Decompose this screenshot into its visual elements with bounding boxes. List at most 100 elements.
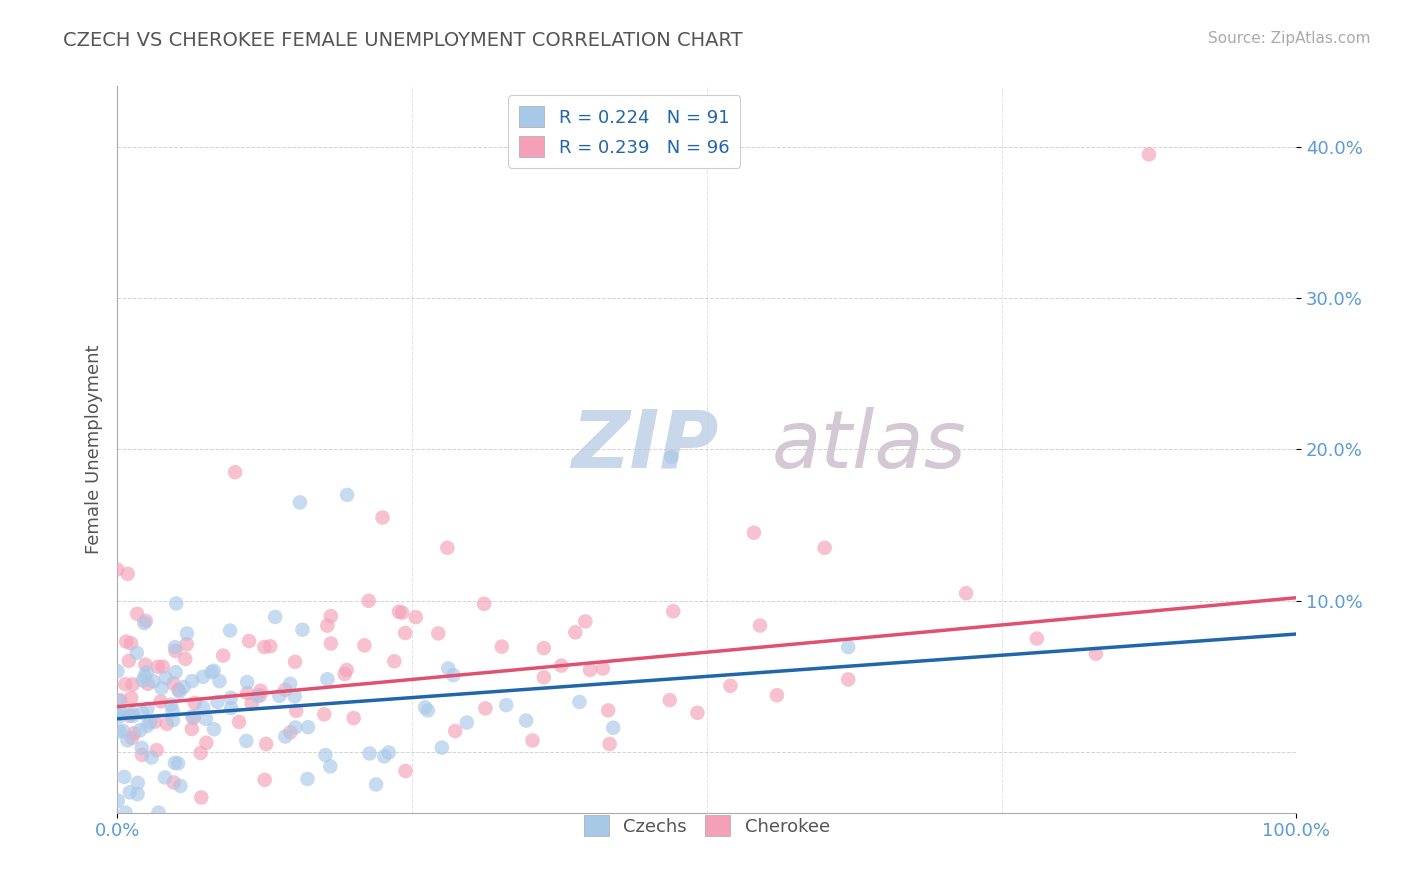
Point xyxy=(574,615,596,629)
Point xyxy=(165,644,187,658)
Point xyxy=(371,510,394,524)
Point xyxy=(333,667,356,681)
Point xyxy=(430,740,453,755)
Y-axis label: Female Unemployment: Female Unemployment xyxy=(86,344,103,554)
Point xyxy=(391,606,413,620)
Point xyxy=(742,525,765,540)
Point xyxy=(564,625,586,640)
Point xyxy=(107,794,129,808)
Point xyxy=(108,694,131,708)
Point xyxy=(163,775,186,789)
Point xyxy=(114,805,136,820)
Point xyxy=(297,772,319,786)
Point xyxy=(162,676,184,690)
Point xyxy=(377,746,399,760)
Point xyxy=(472,597,495,611)
Point xyxy=(118,785,141,799)
Point xyxy=(139,715,162,730)
Point xyxy=(249,683,271,698)
Point xyxy=(373,749,395,764)
Point xyxy=(110,693,132,707)
Point xyxy=(592,661,614,675)
Point xyxy=(146,660,169,674)
Point xyxy=(184,696,207,710)
Point xyxy=(163,756,186,770)
Point xyxy=(219,701,242,715)
Point xyxy=(208,674,231,689)
Point xyxy=(207,695,229,709)
Point xyxy=(353,638,375,652)
Point xyxy=(522,733,544,747)
Point xyxy=(121,677,143,691)
Point xyxy=(169,684,191,698)
Text: CZECH VS CHEROKEE FEMALE UNEMPLOYMENT CORRELATION CHART: CZECH VS CHEROKEE FEMALE UNEMPLOYMENT CO… xyxy=(63,31,742,50)
Point xyxy=(163,640,186,654)
Point xyxy=(533,670,555,684)
Text: atlas: atlas xyxy=(772,407,966,485)
Point xyxy=(219,690,242,705)
Point xyxy=(181,709,204,723)
Point xyxy=(720,679,742,693)
Text: ZIP: ZIP xyxy=(571,407,718,485)
Point xyxy=(183,711,205,725)
Point xyxy=(474,701,496,715)
Point xyxy=(235,734,257,748)
Point xyxy=(191,670,214,684)
Point xyxy=(238,634,260,648)
Point xyxy=(118,654,141,668)
Point xyxy=(316,618,339,632)
Point xyxy=(598,703,620,717)
Point xyxy=(240,697,263,711)
Point xyxy=(148,805,170,820)
Point xyxy=(176,637,198,651)
Point xyxy=(336,488,359,502)
Point xyxy=(108,706,131,721)
Point xyxy=(394,626,416,640)
Point xyxy=(766,688,789,702)
Point xyxy=(837,673,859,687)
Point xyxy=(169,779,191,793)
Point xyxy=(153,771,176,785)
Point xyxy=(359,747,381,761)
Point xyxy=(131,740,153,755)
Point xyxy=(357,594,380,608)
Point xyxy=(274,682,297,697)
Point xyxy=(135,665,157,680)
Point xyxy=(142,674,165,689)
Point xyxy=(111,723,134,738)
Point xyxy=(194,712,217,726)
Point xyxy=(599,737,621,751)
Point xyxy=(405,610,427,624)
Point xyxy=(316,672,339,686)
Point xyxy=(955,586,977,600)
Point xyxy=(382,654,405,668)
Point xyxy=(131,706,153,720)
Point xyxy=(284,690,307,704)
Point xyxy=(224,465,246,479)
Point xyxy=(515,714,537,728)
Point xyxy=(659,450,682,464)
Point xyxy=(115,634,138,648)
Point xyxy=(120,636,142,650)
Point xyxy=(394,764,416,778)
Point xyxy=(117,733,139,747)
Point xyxy=(127,787,149,801)
Point xyxy=(212,648,235,663)
Text: Source: ZipAtlas.com: Source: ZipAtlas.com xyxy=(1208,31,1371,46)
Point xyxy=(160,698,183,712)
Point xyxy=(107,664,129,678)
Point xyxy=(117,566,139,581)
Point xyxy=(132,673,155,688)
Point xyxy=(129,723,152,738)
Point xyxy=(125,646,148,660)
Point xyxy=(202,723,225,737)
Point xyxy=(122,709,145,723)
Point xyxy=(118,708,141,723)
Point xyxy=(495,698,517,712)
Point xyxy=(280,725,302,739)
Point xyxy=(108,724,131,739)
Point xyxy=(173,680,195,694)
Point xyxy=(122,726,145,740)
Point xyxy=(456,715,478,730)
Point xyxy=(180,722,202,736)
